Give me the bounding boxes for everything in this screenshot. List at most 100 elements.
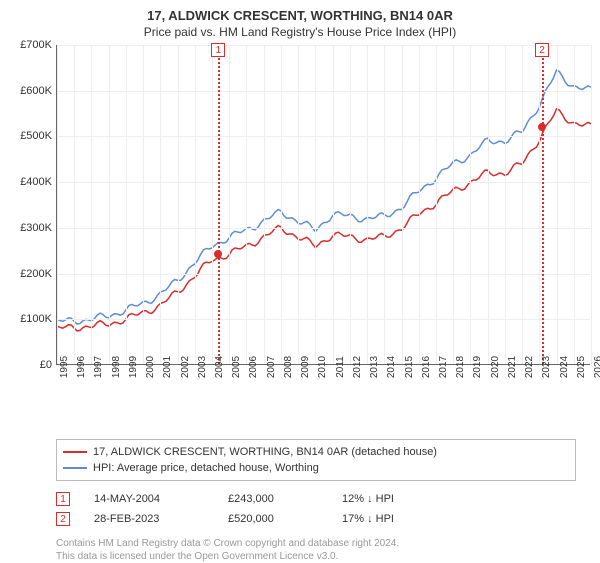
chart-subtitle: Price paid vs. HM Land Registry's House … bbox=[10, 25, 590, 39]
gridline-v bbox=[264, 45, 265, 364]
legend-item: 17, ALDWICK CRESCENT, WORTHING, BN14 0AR… bbox=[63, 444, 569, 460]
sale-date: 14-MAY-2004 bbox=[94, 493, 204, 505]
sale-price: £520,000 bbox=[228, 513, 318, 525]
x-tick-label: 2014 bbox=[386, 356, 397, 378]
x-tick-label: 2003 bbox=[197, 356, 208, 378]
legend-swatch bbox=[63, 451, 87, 453]
line-series-svg bbox=[57, 45, 591, 365]
gridline-v bbox=[539, 45, 540, 364]
legend-item: HPI: Average price, detached house, Wort… bbox=[63, 460, 569, 476]
x-tick-label: 2001 bbox=[162, 356, 173, 378]
gridline-v bbox=[453, 45, 454, 364]
x-tick-label: 2000 bbox=[145, 356, 156, 378]
gridline-v bbox=[298, 45, 299, 364]
gridline-v bbox=[178, 45, 179, 364]
y-tick-label: £400K bbox=[20, 176, 52, 188]
series-line bbox=[57, 109, 591, 331]
gridline-v bbox=[126, 45, 127, 364]
x-tick-label: 1995 bbox=[59, 356, 70, 378]
chart-area: £0£100K£200K£300K£400K£500K£600K£700K 12… bbox=[10, 45, 590, 395]
x-tick-label: 2004 bbox=[214, 356, 225, 378]
series-line bbox=[57, 70, 591, 324]
gridline-v bbox=[195, 45, 196, 364]
attribution-line: This data is licensed under the Open Gov… bbox=[56, 550, 590, 563]
sale-row: 228-FEB-2023£520,00017% ↓ HPI bbox=[56, 509, 590, 529]
y-tick-label: £200K bbox=[20, 268, 52, 280]
attribution-line: Contains HM Land Registry data © Crown c… bbox=[56, 537, 590, 550]
y-tick-label: £700K bbox=[20, 39, 52, 51]
x-tick-label: 2011 bbox=[335, 356, 346, 378]
x-tick-label: 2013 bbox=[369, 356, 380, 378]
x-tick-label: 2007 bbox=[266, 356, 277, 378]
x-tick-label: 2022 bbox=[524, 356, 535, 378]
x-tick-label: 2017 bbox=[438, 356, 449, 378]
x-tick-label: 2010 bbox=[317, 356, 328, 378]
gridline-v bbox=[367, 45, 368, 364]
sale-delta: 17% ↓ HPI bbox=[342, 513, 394, 525]
x-tick-label: 1999 bbox=[128, 356, 139, 378]
gridline-v bbox=[212, 45, 213, 364]
x-tick-label: 2021 bbox=[507, 356, 518, 378]
gridline-v bbox=[74, 45, 75, 364]
sale-number-box: 1 bbox=[56, 492, 70, 506]
gridline-v bbox=[488, 45, 489, 364]
sale-marker-line bbox=[542, 45, 544, 364]
x-tick-label: 2023 bbox=[541, 356, 552, 378]
sale-marker-dot bbox=[214, 250, 222, 258]
x-tick-label: 2020 bbox=[490, 356, 501, 378]
gridline-v bbox=[91, 45, 92, 364]
plot-area: 12 bbox=[56, 45, 590, 365]
gridline-v bbox=[402, 45, 403, 364]
y-tick-label: £500K bbox=[20, 130, 52, 142]
x-tick-label: 2015 bbox=[404, 356, 415, 378]
y-tick-label: £300K bbox=[20, 222, 52, 234]
gridline-v bbox=[57, 45, 58, 364]
gridline-v bbox=[470, 45, 471, 364]
sale-price: £243,000 bbox=[228, 493, 318, 505]
gridline-v bbox=[436, 45, 437, 364]
gridline-v bbox=[557, 45, 558, 364]
x-tick-label: 2002 bbox=[180, 356, 191, 378]
gridline-v bbox=[160, 45, 161, 364]
y-tick-label: £600K bbox=[20, 85, 52, 97]
gridline-v bbox=[419, 45, 420, 364]
sale-marker-line bbox=[218, 45, 220, 364]
gridline-h bbox=[57, 182, 590, 183]
x-tick-label: 2019 bbox=[472, 356, 483, 378]
legend: 17, ALDWICK CRESCENT, WORTHING, BN14 0AR… bbox=[56, 439, 576, 481]
sale-date: 28-FEB-2023 bbox=[94, 513, 204, 525]
x-tick-label: 2025 bbox=[576, 356, 587, 378]
x-tick-label: 2016 bbox=[421, 356, 432, 378]
gridline-h bbox=[57, 136, 590, 137]
sale-marker-label: 2 bbox=[535, 43, 549, 57]
legend-label: 17, ALDWICK CRESCENT, WORTHING, BN14 0AR… bbox=[93, 446, 437, 458]
gridline-h bbox=[57, 319, 590, 320]
gridline-v bbox=[505, 45, 506, 364]
gridline-h bbox=[57, 45, 590, 46]
y-tick-label: £100K bbox=[20, 313, 52, 325]
gridline-v bbox=[229, 45, 230, 364]
x-tick-label: 1996 bbox=[76, 356, 87, 378]
y-axis: £0£100K£200K£300K£400K£500K£600K£700K bbox=[10, 45, 56, 365]
sales-table: 114-MAY-2004£243,00012% ↓ HPI228-FEB-202… bbox=[56, 489, 590, 529]
x-tick-label: 2009 bbox=[300, 356, 311, 378]
legend-label: HPI: Average price, detached house, Wort… bbox=[93, 462, 319, 474]
x-tick-label: 2018 bbox=[455, 356, 466, 378]
gridline-v bbox=[574, 45, 575, 364]
x-tick-label: 1997 bbox=[93, 356, 104, 378]
x-tick-label: 2005 bbox=[231, 356, 242, 378]
gridline-h bbox=[57, 91, 590, 92]
legend-swatch bbox=[63, 467, 87, 469]
sale-delta: 12% ↓ HPI bbox=[342, 493, 394, 505]
attribution: Contains HM Land Registry data © Crown c… bbox=[56, 537, 590, 563]
x-axis: 1995199619971998199920002001200220032004… bbox=[56, 365, 590, 405]
x-tick-label: 2026 bbox=[593, 356, 600, 378]
x-tick-label: 2024 bbox=[559, 356, 570, 378]
gridline-h bbox=[57, 274, 590, 275]
x-tick-label: 2012 bbox=[352, 356, 363, 378]
x-tick-label: 2006 bbox=[248, 356, 259, 378]
chart-title: 17, ALDWICK CRESCENT, WORTHING, BN14 0AR bbox=[10, 8, 590, 23]
y-tick-label: £0 bbox=[40, 359, 52, 371]
gridline-v bbox=[315, 45, 316, 364]
gridline-v bbox=[109, 45, 110, 364]
